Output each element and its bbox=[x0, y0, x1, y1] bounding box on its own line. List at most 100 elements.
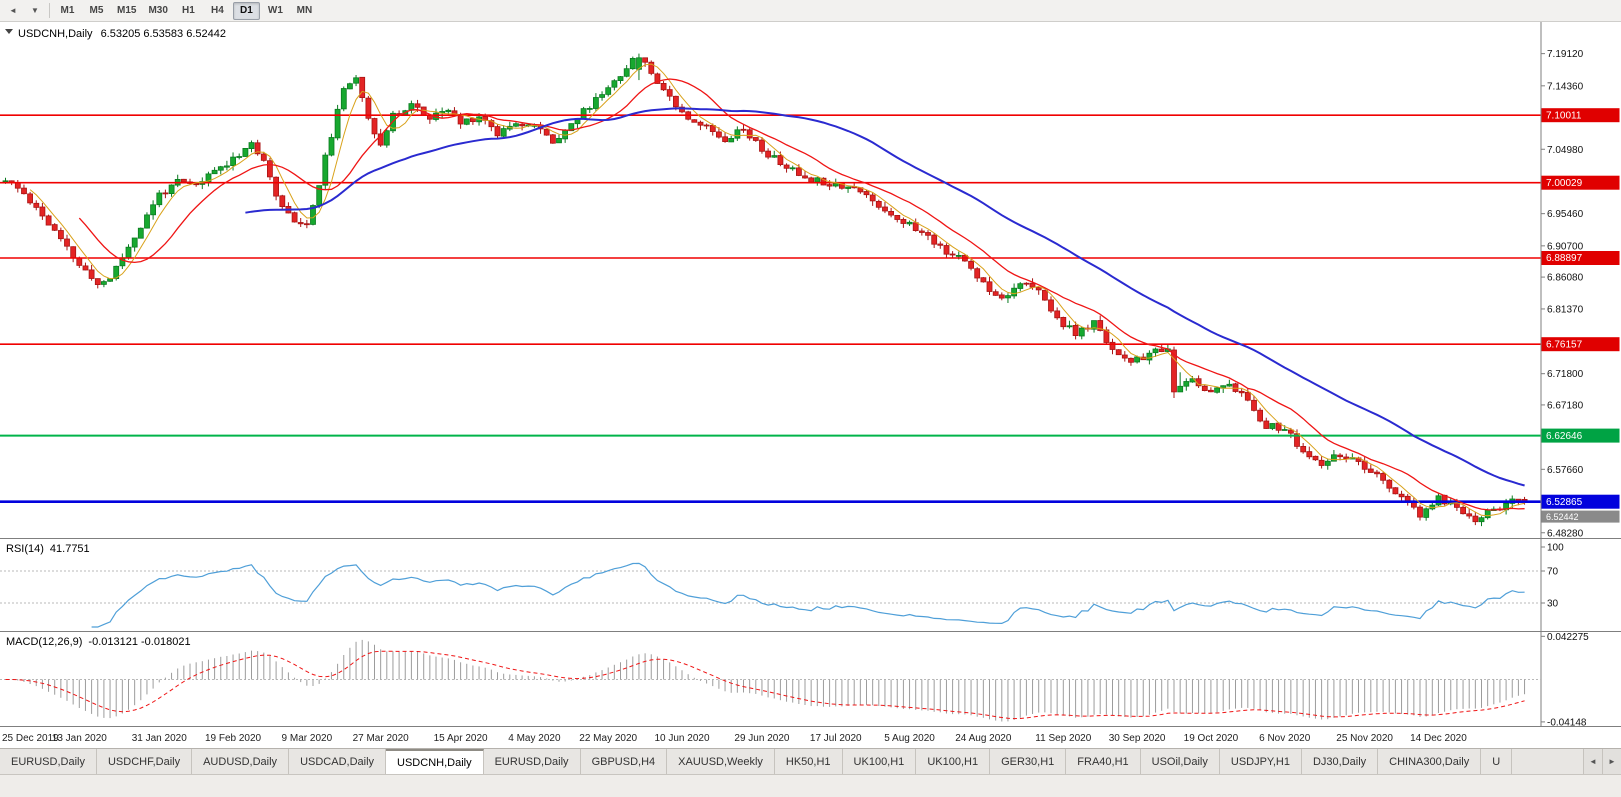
candle-body bbox=[1152, 348, 1159, 354]
tab-scroll-buttons: ◄ ► bbox=[1583, 749, 1621, 774]
timeframe-button-w1[interactable]: W1 bbox=[267, 5, 283, 16]
candle-body bbox=[414, 103, 421, 108]
timeframe-buttons: M1 M5 M15 M30 H1 H4 D1 W1 MN bbox=[54, 1, 318, 20]
tab-scroll-left-button[interactable]: ◄ bbox=[1583, 749, 1602, 774]
candle-body bbox=[808, 177, 815, 183]
price-axis-label: 6.71800 bbox=[1547, 369, 1584, 380]
candle-body bbox=[1386, 479, 1393, 489]
chart-tab-xauusd-weekly[interactable]: XAUUSD,Weekly bbox=[667, 749, 775, 774]
tab-scroll-right-button[interactable]: ► bbox=[1602, 749, 1621, 774]
chart-tab-uk100-h1[interactable]: UK100,H1 bbox=[916, 749, 991, 774]
chart-tab-usdjpy-h1[interactable]: USDJPY,H1 bbox=[1219, 749, 1302, 774]
candle-body bbox=[125, 246, 132, 258]
candle-body bbox=[734, 129, 741, 139]
chart-tab-china300-daily[interactable]: CHINA300,Daily bbox=[1378, 749, 1482, 774]
date-axis-label: 4 May 2020 bbox=[508, 733, 561, 744]
chart-tab-audusd-daily[interactable]: AUDUSD,Daily bbox=[192, 749, 290, 774]
candle-body bbox=[906, 221, 913, 225]
candle-body bbox=[1023, 282, 1030, 285]
candle-body bbox=[180, 178, 187, 183]
candle-body bbox=[623, 68, 630, 77]
candle-body bbox=[1011, 287, 1017, 297]
chart-dropdown-icon bbox=[5, 29, 13, 34]
candle-body bbox=[617, 76, 624, 81]
chart-tab-uk100-h1[interactable]: UK100,H1 bbox=[842, 749, 917, 774]
candle-body bbox=[242, 148, 249, 157]
candle-body bbox=[986, 281, 993, 292]
candle-body bbox=[494, 126, 501, 137]
candle-body bbox=[113, 265, 120, 280]
candle-body bbox=[869, 194, 876, 202]
chart-tab-eurusd-daily[interactable]: EURUSD,Daily bbox=[0, 749, 97, 774]
candle-body bbox=[273, 176, 280, 197]
candle-body bbox=[556, 138, 562, 144]
candle-body bbox=[1177, 385, 1184, 393]
ma-line-13 bbox=[78, 78, 1525, 511]
timeframe-button-d1[interactable]: D1 bbox=[232, 1, 260, 20]
candle-body bbox=[1300, 445, 1307, 453]
level-lines-layer bbox=[0, 114, 1541, 504]
timeframe-button-m30[interactable]: M30 bbox=[148, 5, 168, 16]
candle-body bbox=[888, 210, 894, 216]
date-axis-label: 24 Aug 2020 bbox=[955, 733, 1012, 744]
timeframe-button-m5[interactable]: M5 bbox=[89, 5, 104, 16]
candle-body bbox=[593, 97, 599, 109]
candle-body bbox=[168, 184, 175, 195]
timeframe-button-mn[interactable]: MN bbox=[296, 5, 313, 16]
macd-signal-line bbox=[5, 650, 1525, 720]
dropdown-icon[interactable]: ▼ bbox=[31, 6, 39, 15]
candle-body bbox=[919, 230, 925, 233]
candle-body bbox=[875, 200, 882, 208]
candle-body bbox=[759, 139, 765, 152]
scroll-left-icon[interactable]: ◄ bbox=[9, 6, 17, 15]
candle-body bbox=[894, 214, 901, 220]
candle-body bbox=[949, 253, 956, 256]
timeframe-button-m15[interactable]: M15 bbox=[117, 5, 137, 16]
candle-body bbox=[937, 243, 944, 246]
chart-tab-usoil-daily[interactable]: USOil,Daily bbox=[1140, 749, 1220, 774]
rsi-axis-label: 100 bbox=[1547, 543, 1564, 554]
candle-body bbox=[580, 108, 587, 120]
chart-tab-usdcad-daily[interactable]: USDCAD,Daily bbox=[289, 749, 387, 774]
timeframe-button-h4[interactable]: H4 bbox=[211, 5, 224, 16]
candle-body bbox=[82, 265, 89, 271]
candle-body bbox=[144, 214, 150, 229]
candle-body bbox=[513, 123, 519, 127]
rsi-axis-label: 30 bbox=[1547, 599, 1559, 610]
candle-body bbox=[789, 167, 796, 170]
candle-body bbox=[137, 227, 144, 239]
chart-canvas[interactable]: 7.19120 7.14360 7.04980 6.95460 6.90700 6.860… bbox=[0, 22, 1621, 748]
candle-body bbox=[1294, 433, 1300, 447]
candle-body bbox=[691, 119, 698, 123]
candle-body bbox=[1238, 390, 1245, 394]
chart-tab-u[interactable]: U bbox=[1481, 749, 1513, 774]
chart-tab-hk50-h1[interactable]: HK50,H1 bbox=[774, 749, 843, 774]
candle-body bbox=[236, 156, 243, 158]
timeframe-button-m1[interactable]: M1 bbox=[60, 5, 75, 16]
chart-tab-ger30-h1[interactable]: GER30,H1 bbox=[990, 749, 1067, 774]
chart-tab-eurusd-daily[interactable]: EURUSD,Daily bbox=[483, 749, 581, 774]
chart-tab-gbpusd-h4[interactable]: GBPUSD,H4 bbox=[580, 749, 668, 774]
price-badge-label: 7.10011 bbox=[1546, 110, 1582, 121]
candle-body bbox=[931, 234, 938, 245]
timeframe-button-h1[interactable]: H1 bbox=[182, 5, 195, 16]
candle-body bbox=[2, 180, 9, 183]
chart-tab-dj30-daily[interactable]: DJ30,Daily bbox=[1301, 749, 1379, 774]
chart-tab-usdcnh-daily[interactable]: USDCNH,Daily bbox=[386, 749, 484, 774]
price-badge-box bbox=[1541, 337, 1620, 352]
price-badge-label: 6.52442 bbox=[1546, 512, 1579, 522]
candle-body bbox=[248, 142, 255, 149]
chart-tab-usdchf-daily[interactable]: USDCHF,Daily bbox=[96, 749, 193, 774]
candle-body bbox=[101, 281, 107, 285]
candle-body bbox=[1091, 320, 1097, 330]
candle-body bbox=[1226, 383, 1233, 387]
moving-averages-layer bbox=[29, 63, 1525, 517]
candle-body bbox=[1435, 495, 1442, 506]
candle-body bbox=[76, 257, 83, 266]
candle-body bbox=[1201, 385, 1208, 392]
chart-tab-fra40-h1[interactable]: FRA40,H1 bbox=[1066, 749, 1141, 774]
candle-body bbox=[21, 187, 27, 195]
candle-body bbox=[1214, 387, 1220, 393]
chart-tabbar: EURUSD,Daily USDCHF,Daily AUDUSD,Daily USDC… bbox=[0, 748, 1621, 774]
candle-body bbox=[1466, 513, 1473, 517]
